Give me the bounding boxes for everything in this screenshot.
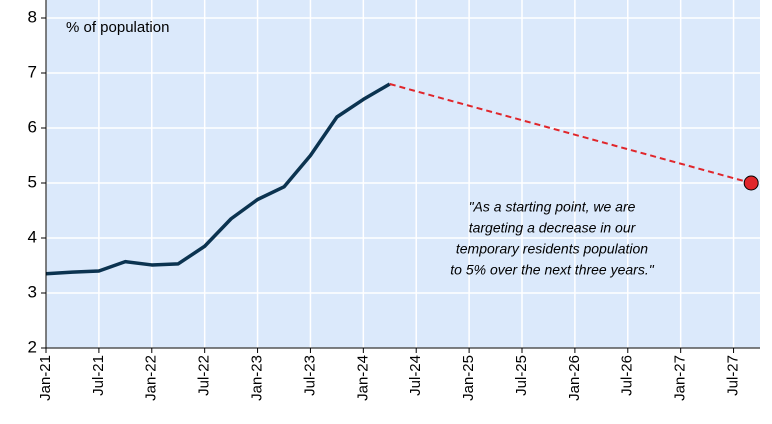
x-tick-label: Jan-22 — [143, 355, 160, 401]
x-tick-label: Jul-23 — [301, 355, 318, 396]
series-line — [45, 82, 391, 276]
x-tick-label: Jan-26 — [566, 355, 583, 401]
y-tick-label: 6 — [28, 117, 37, 136]
x-tick-label: Jul-26 — [619, 355, 636, 396]
target-marker — [743, 175, 759, 191]
y-tick-label: 8 — [28, 7, 37, 26]
x-tick-label: Jan-23 — [249, 355, 266, 401]
x-tick-label: Jul-25 — [513, 355, 530, 396]
x-tick-label: Jul-24 — [407, 355, 424, 396]
y-tick-label: 3 — [28, 282, 37, 301]
annotation: targeting a decrease in our — [469, 220, 637, 236]
series-line — [389, 83, 752, 184]
x-tick-label: Jul-22 — [196, 355, 213, 396]
x-tick-label: Jul-27 — [725, 355, 742, 396]
annotation: to 5% over the next three years." — [450, 262, 654, 278]
y-tick-label: 2 — [28, 337, 37, 356]
annotation: temporary residents population — [456, 241, 648, 257]
x-tick-label: Jul-21 — [90, 355, 107, 396]
x-tick-label: Jan-21 — [37, 355, 54, 401]
y-tick-label: 5 — [28, 172, 37, 191]
x-tick-label: Jan-24 — [354, 355, 371, 401]
x-tick-label: Jan-27 — [672, 355, 689, 401]
axis-label: % of population — [66, 19, 169, 36]
plot-background — [46, 0, 760, 348]
y-tick-label: 4 — [28, 227, 37, 246]
y-tick-label: 7 — [28, 62, 37, 81]
x-tick-label: Jan-25 — [460, 355, 477, 401]
annotation: "As a starting point, we are — [469, 199, 636, 215]
